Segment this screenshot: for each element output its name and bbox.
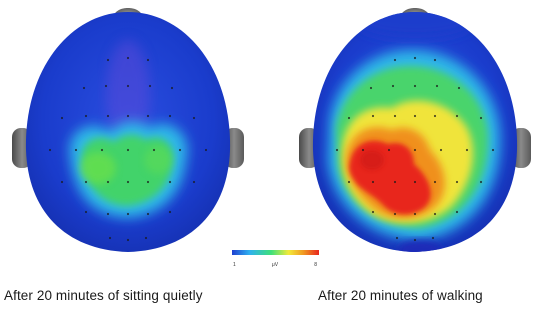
electrode-grid-left: [48, 56, 208, 242]
topomap-sitting: [12, 8, 244, 252]
caption-walking: After 20 minutes of walking: [318, 288, 483, 303]
activity-layer-left: [69, 40, 188, 218]
colorbar-unit-label: μV: [272, 262, 279, 268]
topomap-walking: [299, 8, 531, 252]
colorbar: 1 μV 8: [232, 250, 319, 268]
electrode-grid-right: [335, 56, 495, 242]
caption-sitting: After 20 minutes of sitting quietly: [4, 288, 203, 303]
colorbar-max-label: 8: [314, 262, 317, 268]
colorbar-gradient: [232, 250, 319, 255]
colorbar-min-label: 1: [233, 262, 236, 268]
activity-layer-right: [328, 12, 500, 252]
